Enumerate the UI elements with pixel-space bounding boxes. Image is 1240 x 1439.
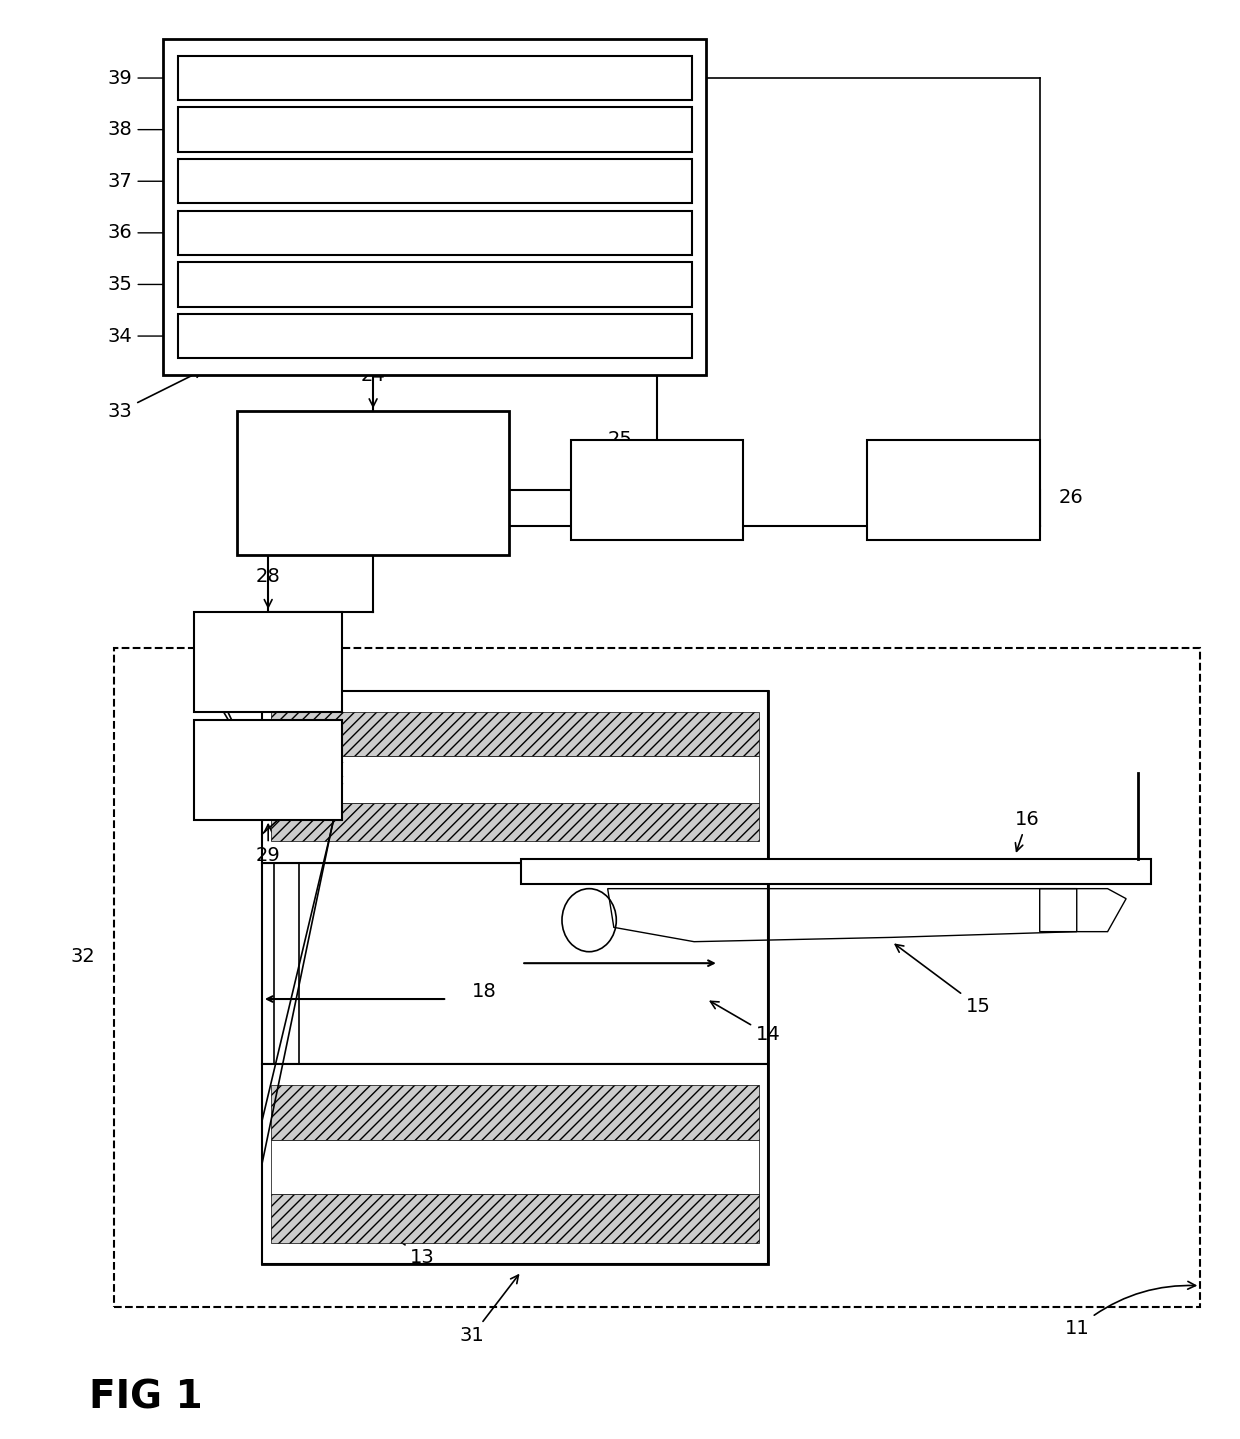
Text: 36: 36 [108,223,174,242]
Bar [521,859,1151,885]
Text: 32: 32 [71,947,95,966]
Text: 18: 18 [472,983,496,1002]
Bar [570,440,744,540]
Bar [272,803,759,842]
Bar [272,757,759,803]
Text: 19: 19 [410,1125,435,1144]
Text: FIG 1: FIG 1 [89,1379,203,1417]
Bar [262,691,768,1265]
Bar [237,412,508,554]
Text: 29: 29 [255,825,280,865]
Text: 25: 25 [608,430,655,486]
Text: 33: 33 [108,370,202,420]
Text: 14: 14 [711,1002,780,1045]
Text: 39: 39 [108,69,174,88]
Text: 31: 31 [460,1275,518,1345]
Bar [164,39,707,376]
Bar [272,1085,759,1140]
Bar [262,863,768,1063]
Bar [179,160,692,203]
Text: 13: 13 [365,1217,435,1266]
Bar [179,314,692,358]
Text: 15: 15 [895,944,991,1016]
Bar [262,691,768,863]
Bar [272,712,759,757]
Text: 37: 37 [108,171,174,191]
Text: 26: 26 [1058,488,1083,507]
Text: 38: 38 [108,119,174,140]
Text: 28: 28 [255,567,280,607]
Text: 17: 17 [667,1173,756,1216]
Bar [179,262,692,307]
Text: 16: 16 [1016,810,1040,852]
Text: 35: 35 [108,275,174,294]
Bar [262,1063,768,1265]
Bar [272,1140,759,1194]
Bar [195,612,342,712]
Text: 34: 34 [108,327,174,345]
Bar [179,56,692,101]
Bar [867,440,1039,540]
Text: 20: 20 [410,1104,435,1124]
Text: 11: 11 [1064,1281,1195,1338]
Bar [272,1194,759,1243]
Bar [179,210,692,255]
Bar [179,108,692,153]
Bar [195,720,342,820]
Text: 24: 24 [361,366,386,407]
